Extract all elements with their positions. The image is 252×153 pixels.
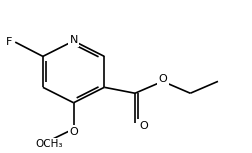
Text: N: N bbox=[69, 35, 77, 45]
Text: O: O bbox=[69, 127, 78, 137]
Text: OCH₃: OCH₃ bbox=[35, 139, 62, 149]
Text: O: O bbox=[158, 74, 166, 84]
Text: O: O bbox=[138, 121, 147, 131]
Text: F: F bbox=[6, 37, 12, 47]
